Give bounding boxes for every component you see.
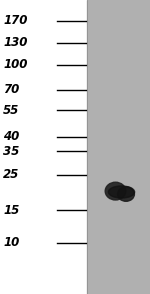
- Text: 170: 170: [3, 14, 27, 27]
- Text: 55: 55: [3, 104, 19, 117]
- Bar: [87, 0, 150, 294]
- Text: 35: 35: [3, 145, 19, 158]
- Text: 70: 70: [3, 83, 19, 96]
- Bar: [0, 0, 87, 294]
- Ellipse shape: [105, 182, 126, 200]
- Text: 10: 10: [3, 236, 19, 249]
- Text: 15: 15: [3, 204, 19, 217]
- Text: 40: 40: [3, 130, 19, 143]
- Ellipse shape: [108, 186, 135, 198]
- Text: 130: 130: [3, 36, 27, 49]
- Text: 100: 100: [3, 58, 27, 71]
- Ellipse shape: [118, 187, 134, 201]
- Text: 25: 25: [3, 168, 19, 181]
